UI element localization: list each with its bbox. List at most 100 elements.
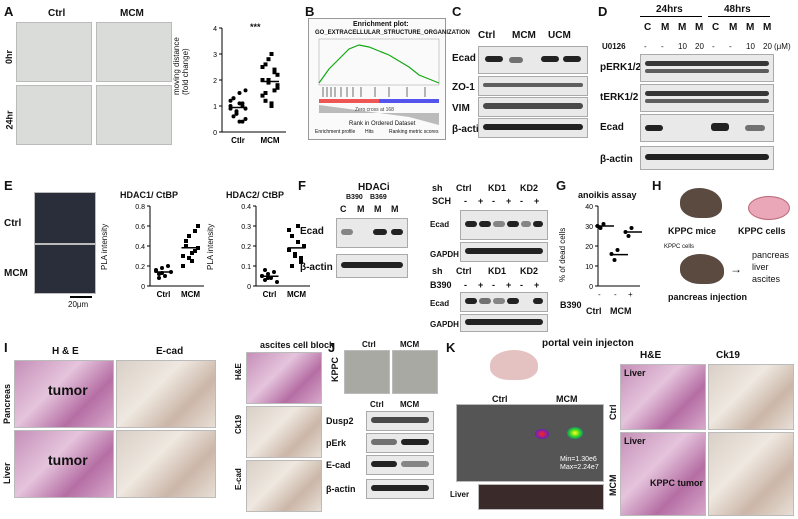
ascites-he-image — [246, 352, 322, 404]
pla-ctrl-image — [34, 192, 96, 244]
panel-e-plot1-chart: 0 0.2 0.4 0.6 0.8 Ctrl MCM — [135, 204, 204, 299]
data-point — [231, 114, 236, 119]
panel-e-plot1-ylabel: PLA intensity — [100, 223, 109, 270]
data-point — [290, 234, 294, 238]
panel-a-row-24hr: 24hr — [4, 110, 15, 130]
panel-e-scalebar-label: 20μm — [68, 300, 89, 309]
panel-k-ctrl-liver: Liver — [624, 368, 646, 378]
panel-k-ctrl: Ctrl — [492, 394, 508, 404]
y-tick-label: 30 — [585, 224, 593, 231]
y-tick-label: 0.4 — [241, 204, 251, 211]
panel-f-sign-bottom-2: - — [492, 280, 495, 290]
panel-e-plot2-title: HDAC2/ CtBP — [226, 190, 285, 200]
panel-f-sign-bottom-1: + — [478, 280, 484, 290]
data-point — [154, 268, 158, 272]
data-point — [193, 249, 197, 253]
data-point — [269, 104, 274, 108]
panel-f-col-3: M — [391, 204, 399, 214]
blot-f-ecad — [336, 218, 408, 248]
panel-i-col-he: H & E — [52, 346, 79, 357]
panel-b-label: B — [305, 4, 315, 19]
kppc-mcm-image — [392, 350, 438, 394]
data-point — [275, 83, 280, 88]
y-tick-label: 0 — [589, 284, 593, 291]
petri-dish-icon — [748, 196, 790, 220]
gsea-subtitle: GO_EXTRACELLULAR_STRUCTURE_ORGANIZATION — [315, 30, 470, 36]
y-tick-label: 0.2 — [241, 244, 251, 251]
scratch-mcm-0hr-image — [96, 22, 172, 82]
panel-h-target-ascites: ascites — [752, 274, 781, 284]
data-point — [243, 88, 248, 93]
blot-j-dusp2 — [366, 411, 434, 431]
x-tick-label: Ctrl — [263, 290, 277, 299]
injected-mouse-icon — [680, 254, 724, 284]
panel-j-row-kppc: KPPC — [330, 356, 340, 382]
blot-j-perk — [366, 433, 434, 453]
panel-f-sh-top: sh — [432, 183, 443, 193]
panel-c-row-bactin: β-actin — [452, 124, 485, 135]
panel-i-ascites-ecad: E-cad — [234, 468, 243, 490]
panel-f-sign-top-3: + — [506, 196, 512, 206]
y-tick-label: 2 — [213, 78, 217, 85]
panel-d-unit: (μM) — [774, 42, 791, 51]
gsea-plot: Enrichment plot: GO_EXTRACELLULAR_STRUCT… — [308, 18, 470, 140]
panel-k-row-ctrl: Ctrl — [608, 404, 618, 421]
panel-i-col-ecad: E-cad — [156, 346, 184, 357]
data-point — [157, 276, 161, 280]
blot-j-ecad — [366, 455, 434, 475]
panel-h-kppc-cells: KPPC cells — [738, 226, 786, 236]
panel-d-row-ecad: Ecad — [600, 122, 624, 133]
y-tick-label: 3 — [213, 52, 217, 59]
data-point — [269, 52, 274, 56]
panel-g-sign-1: - — [598, 290, 601, 299]
k-mcm-he-image — [620, 432, 706, 516]
panel-g-b390: B390 — [560, 300, 582, 310]
panel-c-label: C — [452, 4, 462, 19]
panel-f-sign-top-1: + — [478, 196, 484, 206]
panel-d-time-48: 48hrs — [724, 4, 751, 15]
panel-a-ylabel: moving distance (fold change) — [172, 37, 190, 95]
y-tick-label: 0 — [247, 284, 251, 291]
data-point — [193, 229, 197, 233]
panel-d-dose-0: - — [644, 42, 647, 51]
data-point — [234, 111, 239, 116]
data-point — [231, 96, 236, 101]
data-point — [272, 67, 277, 72]
data-point — [626, 234, 631, 238]
data-point — [290, 264, 294, 268]
blot-c-vim — [478, 97, 588, 117]
blot-f2-gapdh — [460, 242, 548, 262]
panel-j-row-perk: pErk — [326, 438, 347, 448]
data-point — [275, 72, 280, 77]
x-tick-label: Ctrl — [157, 290, 171, 299]
data-point — [243, 117, 248, 121]
data-point — [287, 248, 291, 252]
blot-j-bactin — [366, 479, 434, 499]
gsea-curve — [318, 38, 440, 125]
panel-c-row-ecad: Ecad — [452, 53, 476, 64]
data-point — [302, 244, 306, 248]
blot-d-bactin — [640, 146, 774, 170]
data-point — [612, 258, 617, 262]
data-point — [598, 226, 603, 230]
panel-d-dose-2: 10 — [678, 42, 687, 51]
blot-d-perk — [640, 54, 774, 82]
panel-f-blot2-ecad: Ecad — [430, 299, 450, 308]
data-point — [263, 91, 268, 95]
panel-d-col-5: M — [729, 22, 738, 33]
scratch-ctrl-0hr-image — [16, 22, 92, 82]
panel-f-row-bactin: β-actin — [300, 262, 333, 273]
blot-c-ecad — [478, 46, 588, 74]
data-point — [266, 276, 270, 280]
y-tick-label: 0 — [213, 130, 217, 137]
panel-g-ylabel: % of dead cells — [558, 227, 567, 282]
data-point — [263, 268, 267, 272]
data-point — [272, 88, 277, 93]
y-tick-label: 0 — [141, 284, 145, 291]
data-point — [196, 224, 200, 228]
y-tick-label: 0.6 — [135, 224, 145, 231]
panel-d-dose-4: - — [712, 42, 715, 51]
y-tick-label: 0.4 — [135, 244, 145, 251]
data-point — [272, 70, 277, 75]
panel-e-plot1-title: HDAC1/ CtBP — [120, 190, 179, 200]
